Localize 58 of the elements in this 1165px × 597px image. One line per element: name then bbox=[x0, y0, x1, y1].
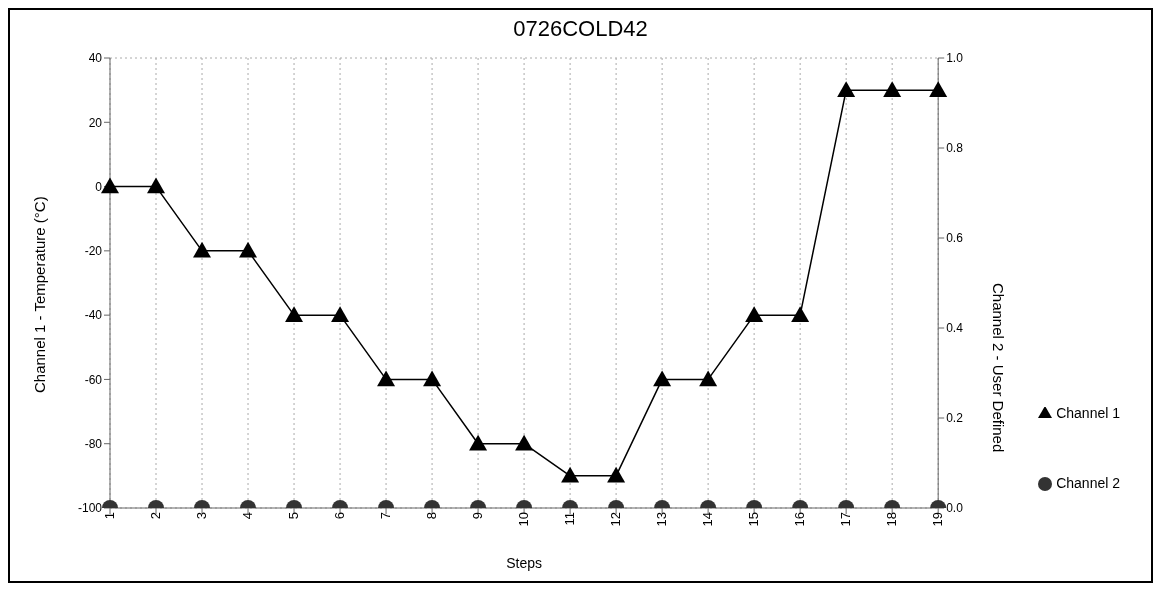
point bbox=[147, 177, 166, 194]
x-tick-label: 7 bbox=[378, 512, 394, 520]
x-tick-label: 12 bbox=[608, 512, 624, 527]
x-tick-label: 4 bbox=[240, 512, 256, 520]
x-tick-label: 19 bbox=[930, 512, 946, 527]
x-tick-label: 3 bbox=[194, 512, 210, 520]
x-axis-title: Steps bbox=[506, 555, 542, 571]
point bbox=[653, 370, 672, 387]
y2-tick-label: 1.0 bbox=[946, 51, 964, 66]
point bbox=[239, 241, 258, 258]
point bbox=[607, 466, 626, 483]
y2-tick-label: 0.4 bbox=[946, 321, 964, 336]
x-tick-label: 15 bbox=[746, 512, 762, 527]
x-tick-label: 9 bbox=[470, 512, 486, 520]
x-tick-label: 2 bbox=[148, 512, 164, 520]
point bbox=[837, 81, 856, 97]
point bbox=[561, 466, 580, 483]
point bbox=[423, 370, 442, 387]
x-tick-label: 1 bbox=[102, 512, 118, 520]
chart-title: 0726COLD42 bbox=[512, 15, 649, 43]
y2-tick-label: 0.0 bbox=[946, 501, 964, 516]
point bbox=[515, 434, 534, 451]
y-tick-label: -80 bbox=[84, 436, 103, 451]
point bbox=[377, 370, 396, 387]
point bbox=[285, 306, 304, 322]
y-tick-label: -100 bbox=[77, 501, 103, 516]
x-tick-label: 16 bbox=[792, 512, 808, 527]
y2-tick-label: 0.8 bbox=[946, 141, 964, 156]
x-tick-label: 6 bbox=[332, 512, 348, 520]
point bbox=[331, 306, 350, 322]
legend-label: Channel 2 bbox=[1056, 475, 1120, 491]
x-tick-label: 13 bbox=[654, 512, 670, 527]
y2-tick-label: 0.2 bbox=[946, 411, 964, 426]
point bbox=[745, 306, 764, 322]
x-tick-label: 18 bbox=[884, 512, 900, 527]
x-tick-label: 5 bbox=[286, 512, 302, 520]
x-tick-label: 14 bbox=[700, 512, 716, 527]
x-tick-label: 8 bbox=[424, 512, 440, 520]
y-tick-label: -20 bbox=[84, 244, 103, 259]
y-tick-label: -40 bbox=[84, 308, 103, 323]
y2-tick-label: 0.6 bbox=[946, 231, 964, 246]
point bbox=[193, 241, 212, 258]
x-tick-label: 10 bbox=[516, 512, 532, 527]
point bbox=[929, 81, 948, 97]
y-tick-label: 20 bbox=[88, 115, 103, 130]
x-tick-label: 17 bbox=[838, 512, 854, 527]
y-tick-label: 40 bbox=[88, 51, 103, 66]
point bbox=[883, 81, 902, 97]
y-tick-label: 0 bbox=[95, 179, 103, 194]
y2-axis-title: Channel 2 - User Defined bbox=[989, 283, 1007, 453]
point bbox=[791, 306, 810, 322]
legend-label: Channel 1 bbox=[1056, 405, 1120, 421]
point bbox=[699, 370, 718, 387]
point bbox=[469, 434, 488, 451]
point bbox=[101, 177, 119, 194]
y-tick-label: -60 bbox=[84, 372, 103, 387]
y-axis-title: Channel 1 - Temperature (°C) bbox=[31, 196, 49, 393]
x-tick-label: 11 bbox=[562, 512, 578, 526]
